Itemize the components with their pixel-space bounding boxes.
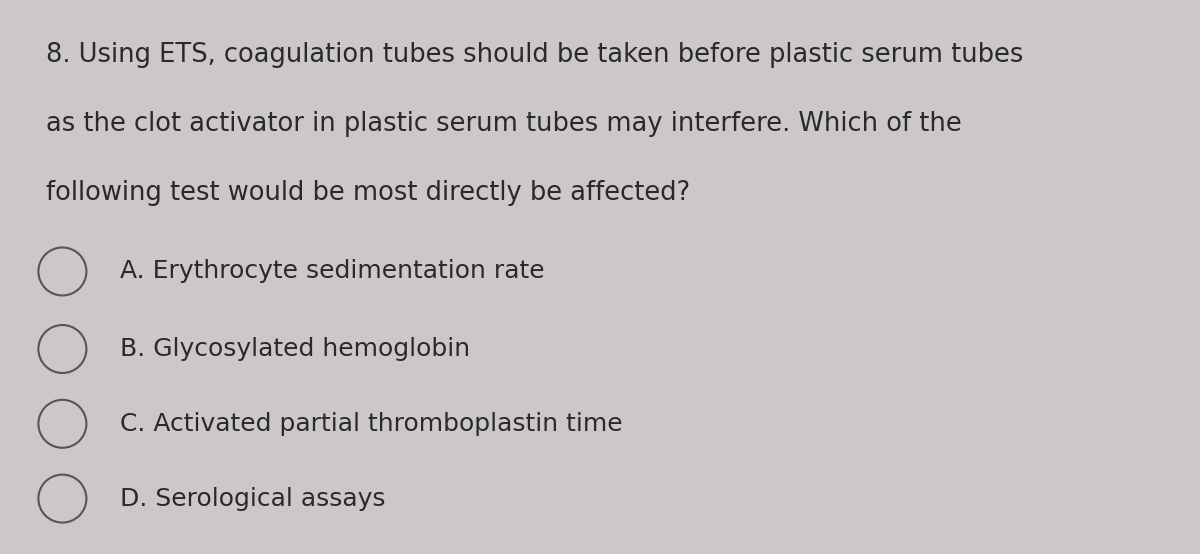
Text: C. Activated partial thromboplastin time: C. Activated partial thromboplastin time (120, 412, 623, 436)
Text: D. Serological assays: D. Serological assays (120, 486, 385, 511)
Text: following test would be most directly be affected?: following test would be most directly be… (46, 180, 690, 206)
Text: as the clot activator in plastic serum tubes may interfere. Which of the: as the clot activator in plastic serum t… (46, 111, 961, 137)
Text: A. Erythrocyte sedimentation rate: A. Erythrocyte sedimentation rate (120, 259, 545, 284)
Text: B. Glycosylated hemoglobin: B. Glycosylated hemoglobin (120, 337, 470, 361)
Text: 8. Using ETS, coagulation tubes should be taken before plastic serum tubes: 8. Using ETS, coagulation tubes should b… (46, 42, 1022, 68)
